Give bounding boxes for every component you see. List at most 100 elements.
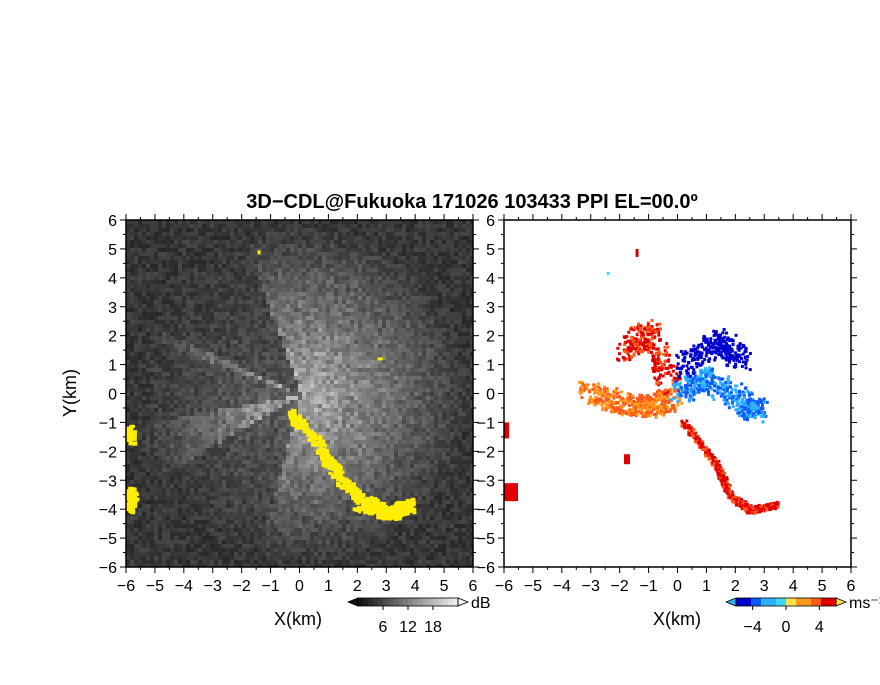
colorbar-segment: [398, 598, 404, 606]
colorbar-segment: [736, 598, 742, 606]
y-tick-label: 4: [486, 271, 495, 288]
y-tick-label: 6: [486, 213, 495, 230]
x-tick-label: 1: [324, 578, 333, 595]
y-tick-label: −1: [477, 415, 495, 432]
colorbar-segment: [393, 598, 399, 606]
x-tick-label: −1: [261, 578, 279, 595]
colorbar-segment: [408, 598, 414, 606]
x-tick-label: −4: [175, 578, 193, 595]
colorbar-segment: [448, 598, 454, 606]
x-tick-label: 4: [789, 578, 798, 595]
colorbar-segment: [418, 598, 424, 606]
y-tick-label: 2: [486, 329, 495, 346]
y-tick-label: 0: [108, 387, 117, 404]
colorbar-segment: [383, 598, 389, 606]
y-tick-label: 6: [108, 213, 117, 230]
colorbar-segment: [388, 598, 394, 606]
colorbar-unit: ms⁻¹: [849, 595, 880, 612]
y-tick-label: 5: [486, 242, 495, 259]
x-tick-label: 6: [847, 578, 856, 595]
right-plot-area: [504, 220, 851, 567]
colorbar-segment: [801, 598, 807, 606]
y-tick-label: −1: [99, 415, 117, 432]
colorbar-segment: [428, 598, 434, 606]
highlight-speck: [258, 250, 261, 254]
colorbar-segment: [806, 598, 812, 606]
colorbar-tick-label: 12: [399, 619, 417, 636]
colorbar-segment: [413, 598, 419, 606]
colorbar-segment: [358, 598, 364, 606]
velocity-speck: [636, 249, 639, 257]
x-tick-label: 4: [411, 578, 420, 595]
y-tick-label: 4: [108, 271, 117, 288]
y-tick-label: −4: [99, 502, 117, 519]
y-tick-label: 1: [486, 358, 495, 375]
colorbar-segment: [816, 598, 822, 606]
colorbar-tick-label: 18: [424, 619, 442, 636]
colorbar-segment: [751, 598, 757, 606]
x-tick-label: −2: [611, 578, 629, 595]
x-tick-label: −6: [495, 578, 513, 595]
x-tick-label: 1: [702, 578, 711, 595]
colorbar-segment: [761, 598, 767, 606]
colorbar-segment: [796, 598, 802, 606]
colorbar-tick-label: −4: [744, 619, 762, 636]
colorbar-segment: [786, 598, 792, 606]
colorbar-min-arrow: [726, 598, 736, 606]
colorbar-segment: [811, 598, 817, 606]
y-axis-label: Y(km): [60, 369, 80, 417]
colorbar-segment: [438, 598, 444, 606]
colorbar-segment: [368, 598, 374, 606]
x-tick-label: 2: [731, 578, 740, 595]
y-tick-label: −6: [477, 560, 495, 577]
x-tick-label: −1: [639, 578, 657, 595]
y-tick-label: 1: [108, 358, 117, 375]
colorbar-segment: [741, 598, 747, 606]
x-tick-label: 2: [353, 578, 362, 595]
y-tick-label: −5: [99, 531, 117, 548]
colorbar-segment: [756, 598, 762, 606]
y-tick-label: 3: [108, 300, 117, 317]
colorbar-segment: [443, 598, 449, 606]
colorbar-tick-label: 4: [815, 619, 824, 636]
x-tick-label: −5: [524, 578, 542, 595]
colorbar-segment: [776, 598, 782, 606]
colorbar-segment: [363, 598, 369, 606]
colorbar-segment: [423, 598, 429, 606]
x-tick-label: 0: [295, 578, 304, 595]
x-tick-label: −6: [117, 578, 135, 595]
y-tick-label: −3: [477, 473, 495, 490]
y-tick-label: −6: [99, 560, 117, 577]
x-tick-label: 6: [469, 578, 478, 595]
colorbar-segment: [781, 598, 787, 606]
colorbar-segment: [771, 598, 777, 606]
y-tick-label: −2: [477, 444, 495, 461]
y-tick-label: 2: [108, 329, 117, 346]
x-tick-label: −3: [582, 578, 600, 595]
colorbar-tick-label: 0: [782, 619, 791, 636]
velocity-speck: [504, 483, 518, 501]
colorbar-unit: dB: [471, 595, 491, 612]
colorbar-segment: [403, 598, 409, 606]
x-tick-label: −3: [204, 578, 222, 595]
y-tick-label: −4: [477, 502, 495, 519]
y-tick-label: 5: [108, 242, 117, 259]
colorbar-segment: [826, 598, 832, 606]
x-tick-label: −5: [146, 578, 164, 595]
left-x-axis-label: X(km): [274, 609, 322, 629]
left-intensity-field: [126, 220, 474, 568]
x-tick-label: 3: [760, 578, 769, 595]
y-tick-label: 0: [486, 387, 495, 404]
colorbar-segment: [791, 598, 797, 606]
velocity-speck: [607, 272, 610, 275]
colorbar-segment: [433, 598, 439, 606]
colorbar-max-arrow: [836, 598, 846, 606]
x-tick-label: 5: [818, 578, 827, 595]
x-tick-label: 5: [440, 578, 449, 595]
colorbar-segment: [373, 598, 379, 606]
x-tick-label: 0: [673, 578, 682, 595]
colorbar-segment: [821, 598, 827, 606]
